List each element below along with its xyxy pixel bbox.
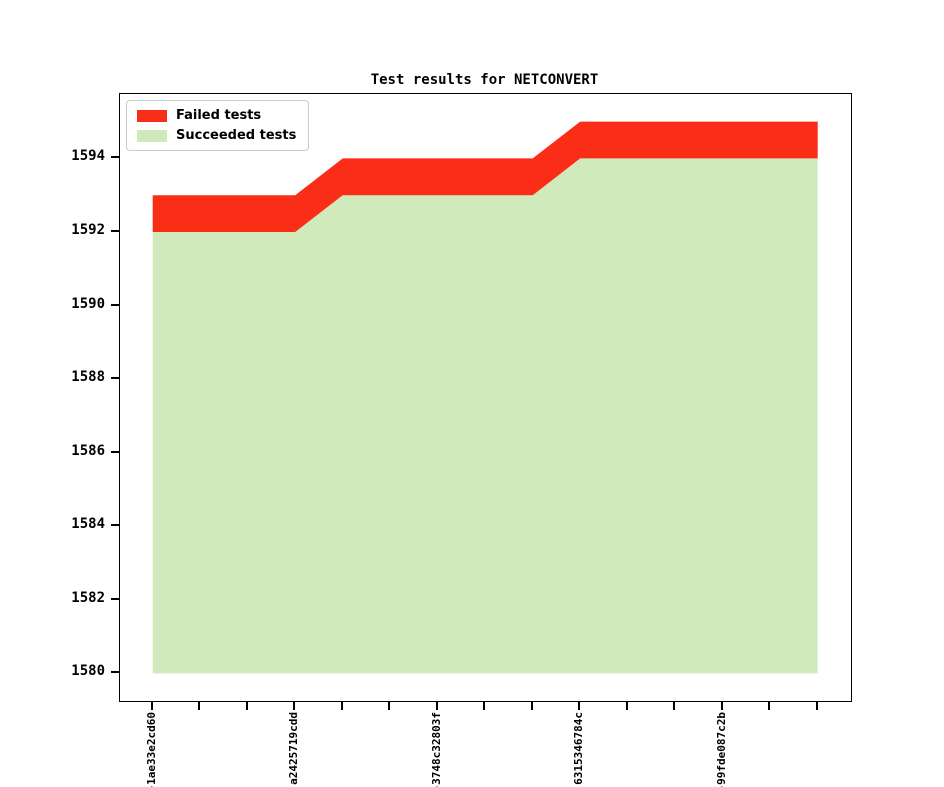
x-tick-mark bbox=[626, 702, 628, 710]
y-tick-mark bbox=[111, 156, 119, 158]
y-tick-label: 1580 bbox=[71, 663, 105, 679]
y-tick-label: 1586 bbox=[71, 443, 105, 459]
x-tick-label: -99fde087c2b bbox=[715, 712, 728, 787]
y-tick-mark bbox=[111, 377, 119, 379]
x-tick-mark bbox=[198, 702, 200, 710]
x-tick-mark bbox=[721, 702, 723, 710]
legend-label-failed: Failed tests bbox=[176, 108, 262, 123]
y-tick-mark bbox=[111, 524, 119, 526]
x-tick-mark bbox=[768, 702, 770, 710]
y-tick-label: 1584 bbox=[71, 516, 105, 532]
x-tick-mark bbox=[531, 702, 533, 710]
x-tick-mark bbox=[246, 702, 248, 710]
y-tick-mark bbox=[111, 230, 119, 232]
x-tick-label: 6315346784c bbox=[572, 712, 585, 785]
succeeded-tests-swatch bbox=[137, 129, 167, 142]
stacked-area-plot bbox=[152, 121, 818, 674]
chart-title: Test results for NETCONVERT bbox=[370, 72, 599, 88]
y-tick-mark bbox=[111, 598, 119, 600]
y-tick-label: 1582 bbox=[71, 590, 105, 606]
plot-area: Failed tests Succeeded tests bbox=[119, 93, 852, 702]
y-tick-label: 1592 bbox=[71, 222, 105, 238]
x-tick-label: -1ae33e2cd60 bbox=[145, 712, 158, 787]
legend-label-succeeded: Succeeded tests bbox=[176, 128, 297, 143]
y-tick-label: 1588 bbox=[71, 369, 105, 385]
x-tick-mark bbox=[816, 702, 818, 710]
x-tick-label: a2425719cdd bbox=[287, 712, 300, 785]
succeeded-tests-area bbox=[152, 158, 818, 674]
x-tick-mark bbox=[578, 702, 580, 710]
y-tick-mark bbox=[111, 304, 119, 306]
x-tick-mark bbox=[151, 702, 153, 710]
legend-item-failed: Failed tests bbox=[137, 108, 296, 123]
failed-tests-area bbox=[152, 121, 818, 232]
x-tick-label: -3748c32803f bbox=[430, 712, 443, 787]
x-tick-mark bbox=[673, 702, 675, 710]
y-tick-label: 1594 bbox=[71, 148, 105, 164]
y-tick-label: 1590 bbox=[71, 296, 105, 312]
x-tick-mark bbox=[388, 702, 390, 710]
x-tick-mark bbox=[436, 702, 438, 710]
y-tick-mark bbox=[111, 451, 119, 453]
x-tick-mark bbox=[293, 702, 295, 710]
legend-item-succeeded: Succeeded tests bbox=[137, 128, 296, 143]
x-tick-mark bbox=[341, 702, 343, 710]
x-tick-mark bbox=[483, 702, 485, 710]
failed-tests-swatch bbox=[137, 109, 167, 122]
y-tick-mark bbox=[111, 671, 119, 673]
legend: Failed tests Succeeded tests bbox=[126, 100, 310, 151]
